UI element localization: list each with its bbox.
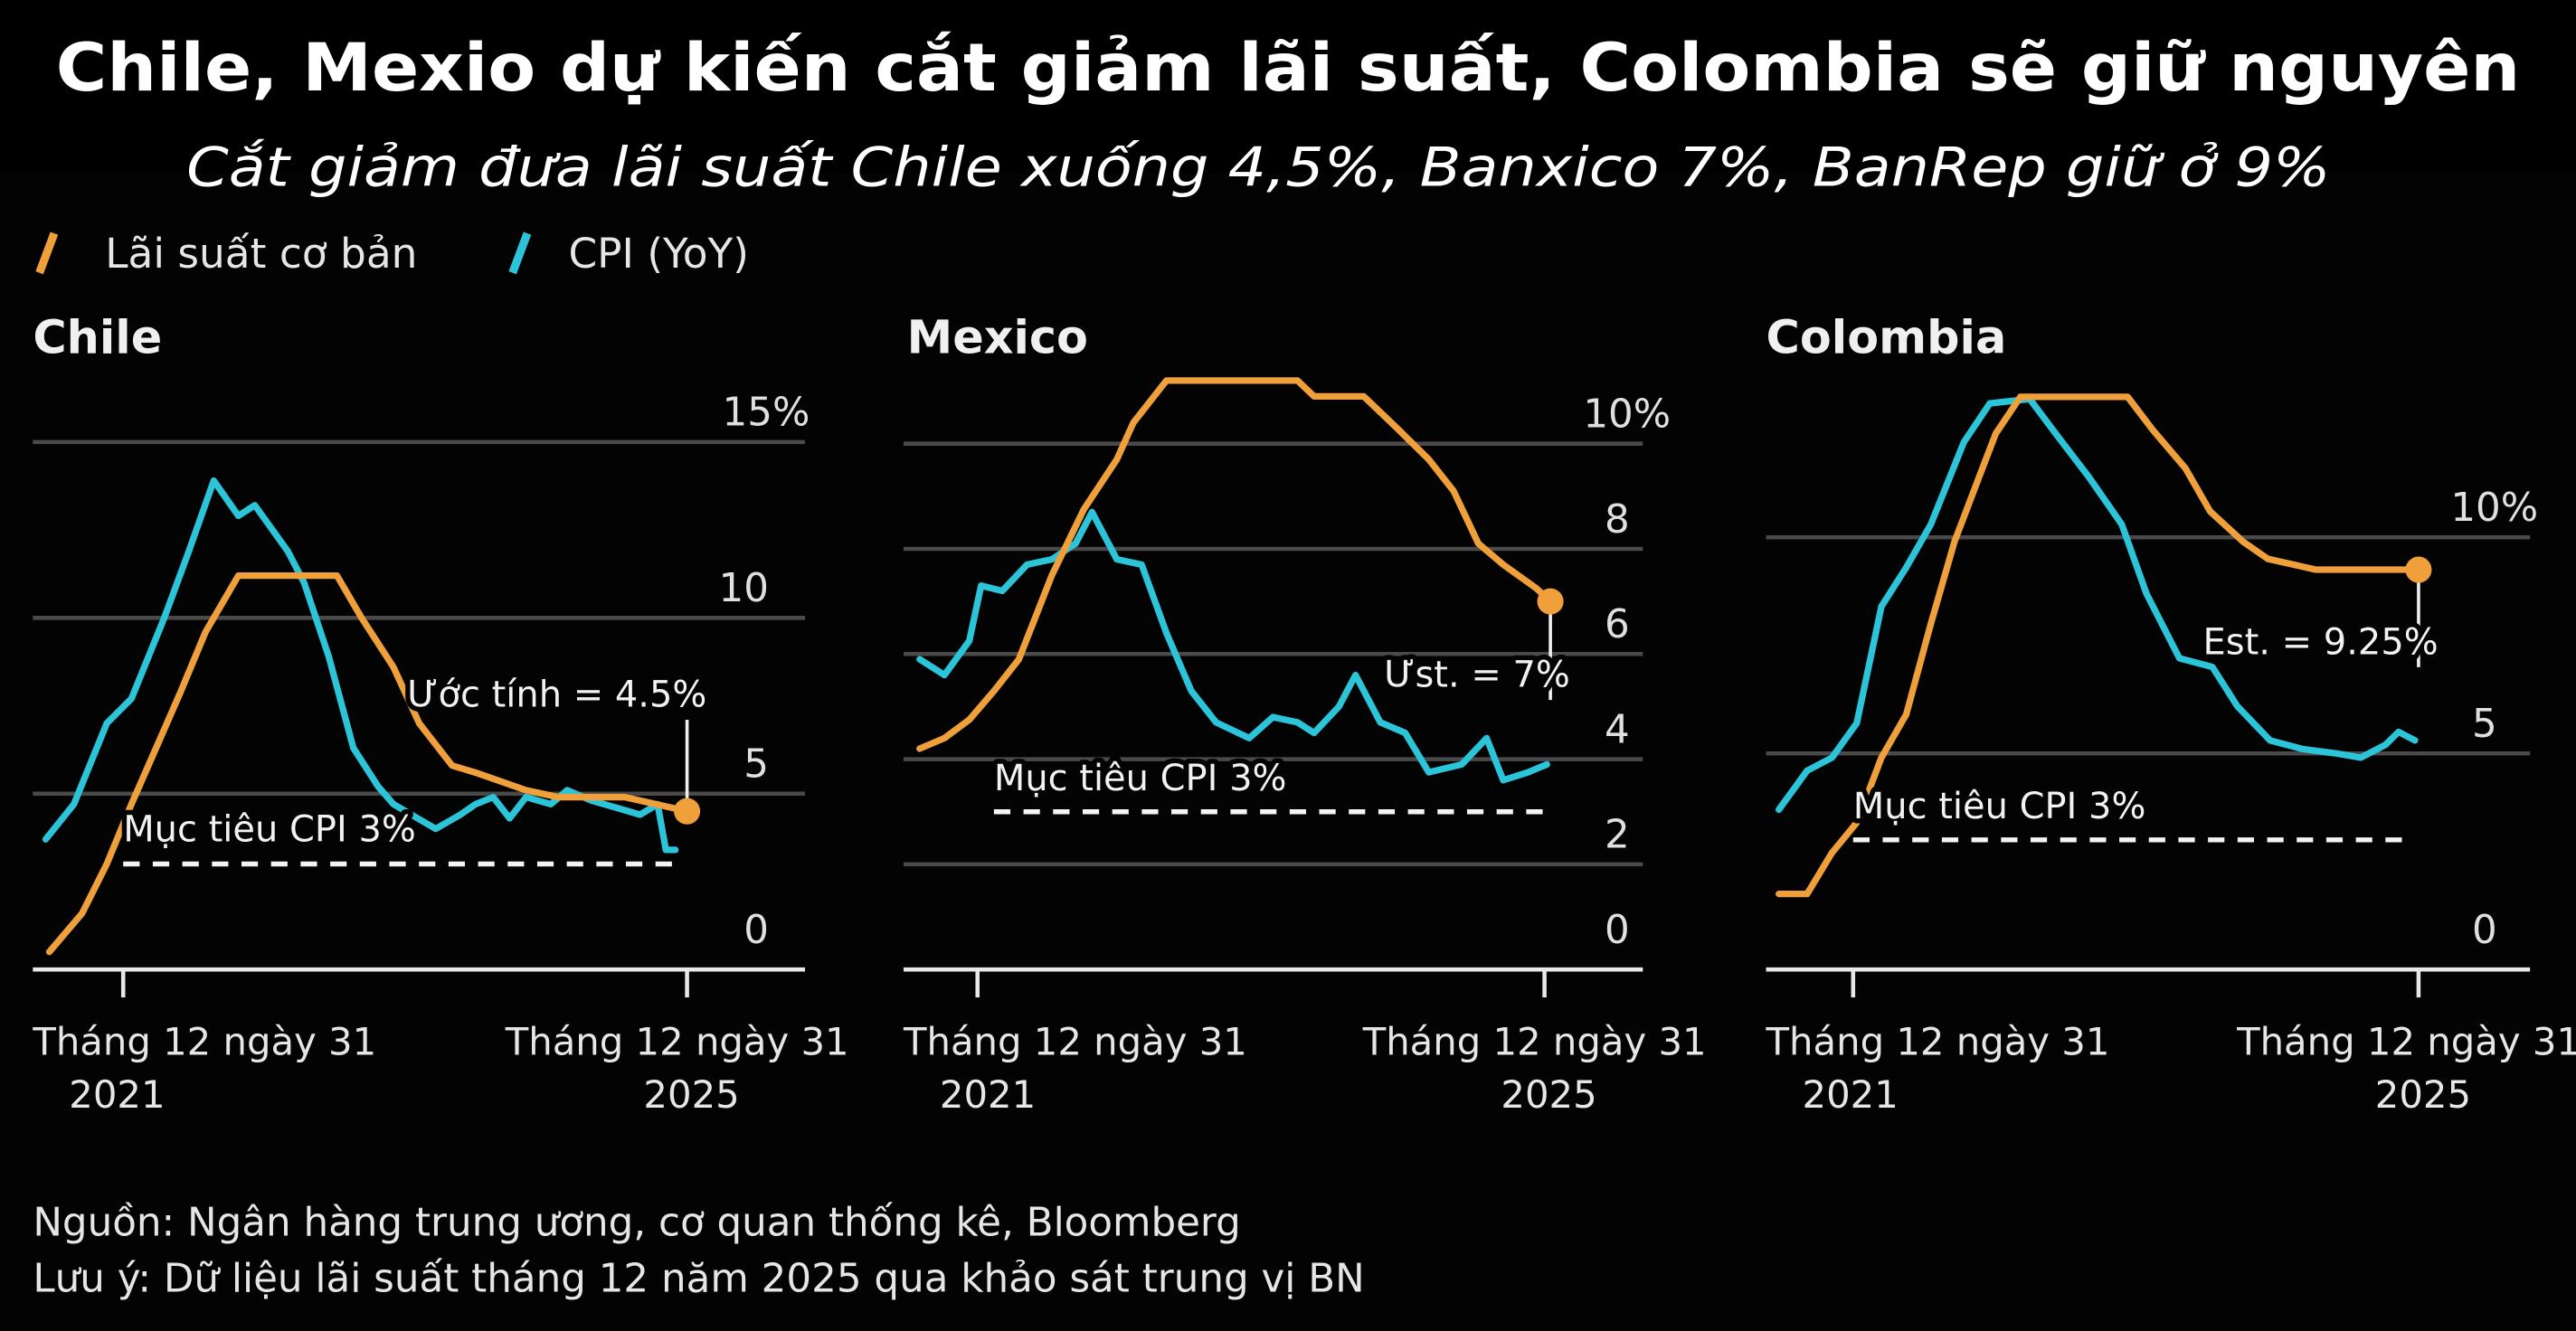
y-tick-label: 4 [1605, 707, 1630, 752]
legend-cpi-label: CPI (YoY) [568, 230, 749, 278]
chart-subtitle: Cắt giảm đưa lãi suất Chile xuống 4,5%, … [186, 136, 2330, 199]
cpi-line [1776, 395, 2419, 814]
x-tick-year: 2025 [1501, 1072, 1596, 1117]
y-tick-label: 10% [1583, 392, 1671, 437]
estimate-point [1537, 588, 1564, 615]
y-tick-label: 15% [723, 391, 810, 436]
estimate-label: Ước tính = 4.5% [407, 674, 706, 715]
policy-rate-line [916, 377, 1554, 752]
estimate-point [674, 798, 701, 825]
y-tick-label: 10% [2450, 486, 2538, 531]
legend: Lãi suất cơ bản CPI (YoY) [35, 230, 749, 278]
estimate-label: Est. = 9.25% [2203, 621, 2439, 663]
cpi-target-label: Mục tiêu CPI 3% [123, 808, 416, 850]
y-tick-label: 0 [2472, 908, 2497, 953]
x-tick-year: 2021 [1803, 1072, 1899, 1117]
footnote: Lưu ý: Dữ liệu lãi suất tháng 12 năm 202… [33, 1256, 1364, 1301]
cpi-line [42, 477, 679, 854]
y-tick-label: 5 [2472, 702, 2497, 747]
panel-chile: Chile 0 5 10 15% Tháng 12 ngày 31 2021 Tháng 12… [32, 311, 848, 1117]
y-tick-label: 10 [719, 566, 769, 611]
y-tick-label: 6 [1605, 602, 1630, 647]
estimate-label: Ưst. = 7% [1384, 655, 1570, 696]
estimate-point [2405, 556, 2432, 583]
y-tick-label: 5 [743, 742, 769, 788]
y-tick-label: 2 [1605, 813, 1630, 858]
x-tick-year: 2021 [940, 1072, 1036, 1117]
x-tick-label: Tháng 12 ngày 31 [1362, 1020, 1707, 1064]
chart-title: Chile, Mexio dự kiến cắt giảm lãi suất, … [56, 31, 2520, 107]
panel-title: Chile [33, 311, 162, 364]
y-tick-label: 8 [1605, 497, 1630, 543]
panel-title: Colombia [1766, 311, 2007, 364]
x-tick-year: 2025 [2375, 1072, 2471, 1117]
panel-mexico: Mexico 0 2 4 6 8 10% Tháng 12 ngày 31 2021 Tháng … [903, 311, 1707, 1117]
cpi-target-label: Mục tiêu CPI 3% [994, 758, 1287, 799]
panel-title: Mexico [907, 311, 1088, 364]
x-tick-year: 2025 [643, 1072, 739, 1117]
title-band [0, 0, 2576, 175]
x-tick-label: Tháng 12 ngày 31 [32, 1020, 376, 1064]
x-tick-label: Tháng 12 ngày 31 [903, 1020, 1247, 1064]
y-tick-label: 0 [743, 908, 769, 953]
legend-cpi-swatch-icon [508, 231, 532, 275]
policy-rate-line [1776, 393, 2422, 898]
x-tick-label: Tháng 12 ngày 31 [505, 1020, 849, 1064]
y-tick-label: 0 [1605, 908, 1630, 953]
x-tick-year: 2021 [69, 1072, 165, 1117]
source-note: Nguồn: Ngân hàng trung ương, cơ quan thố… [33, 1201, 1240, 1246]
cpi-target-label: Mục tiêu CPI 3% [1853, 786, 2146, 827]
legend-rate-label: Lãi suất cơ bản [105, 230, 417, 278]
legend-rate-swatch-icon [35, 231, 59, 275]
x-tick-label: Tháng 12 ngày 31 [1766, 1020, 2110, 1064]
policy-rate-line [45, 571, 691, 956]
cpi-line [916, 508, 1550, 784]
panel-colombia: Colombia 0 5 10% Tháng 12 ngày 31 2021 Tháng 1… [1766, 311, 2576, 1117]
x-tick-label: Tháng 12 ngày 31 [2236, 1020, 2576, 1064]
